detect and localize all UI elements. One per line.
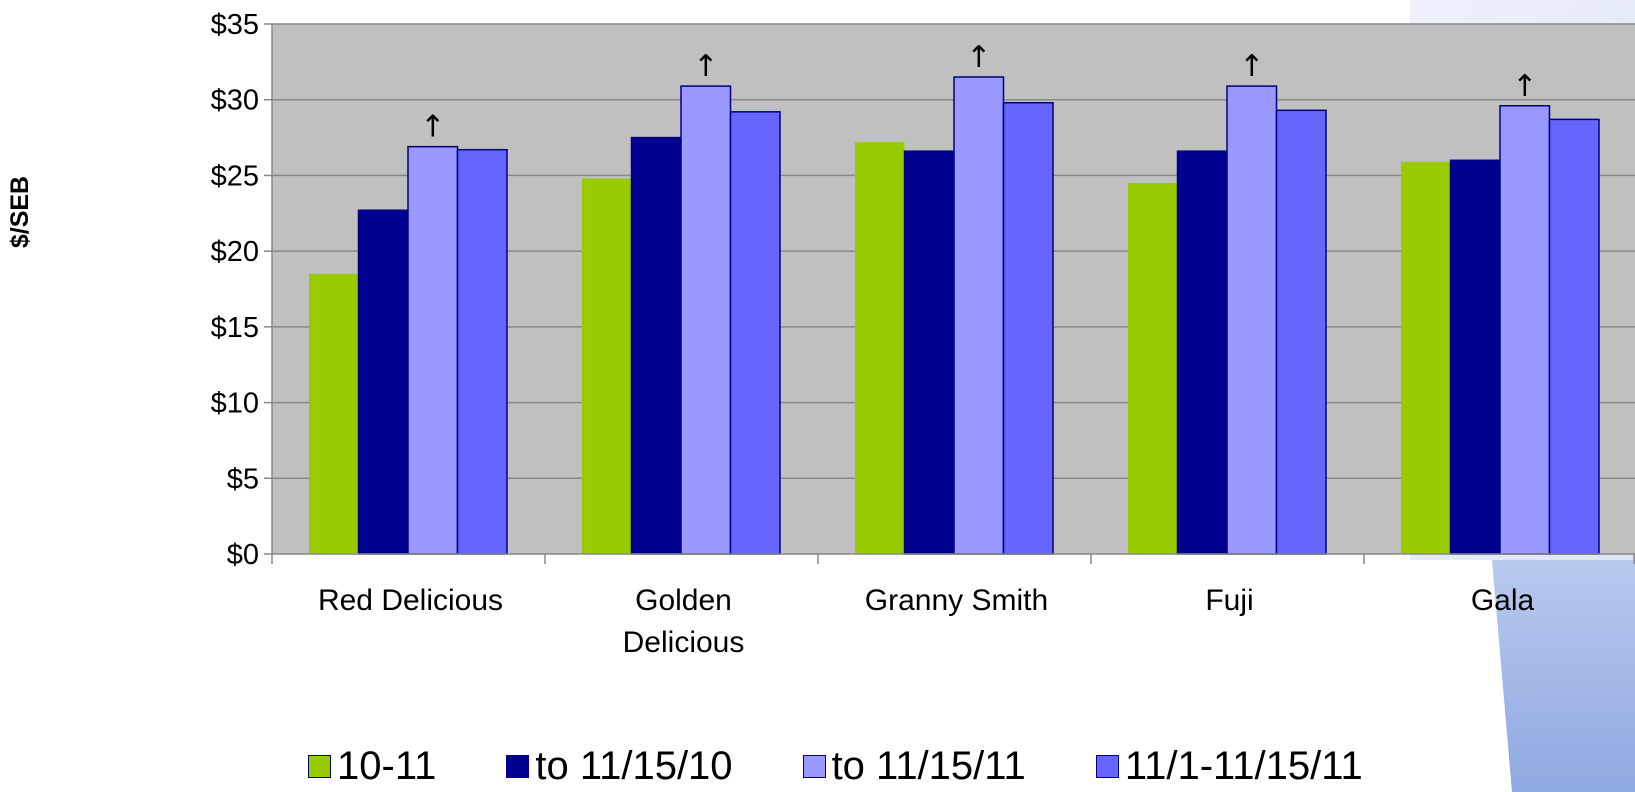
x-tick-label: Golden bbox=[635, 584, 732, 617]
x-tick-label: Gala bbox=[1471, 584, 1535, 617]
x-tick-label: Delicious bbox=[623, 626, 745, 659]
axes bbox=[271, 24, 1635, 555]
y-tick-label: $15 bbox=[211, 312, 259, 344]
legend-swatch bbox=[506, 754, 530, 778]
legend-item: to 11/15/11 bbox=[802, 744, 1026, 788]
legend-swatch bbox=[308, 754, 331, 778]
legend-item: 10-11 bbox=[308, 746, 436, 786]
bar-11-1-11-15-11 bbox=[1548, 118, 1600, 555]
bar-10-11 bbox=[1401, 161, 1451, 555]
bar-11-1-11-15-11 bbox=[456, 148, 508, 555]
y-tick-label: $5 bbox=[227, 463, 259, 495]
y-tick-label: $35 bbox=[211, 9, 259, 41]
bar-to-11-15-10 bbox=[1176, 150, 1228, 555]
legend: 10-11 to 11/15/10 to 11/15/11 11/1-11/15/11 bbox=[308, 742, 1363, 790]
bar-to-11-15-11 bbox=[1226, 85, 1278, 555]
bar-to-11-15-11 bbox=[680, 85, 732, 555]
up-arrow-icon: ↑ bbox=[693, 49, 718, 84]
annotations: ↑ ↑ ↑ ↑ ↑ bbox=[420, 40, 1537, 145]
up-arrow-icon: ↑ bbox=[966, 40, 991, 75]
bar-10-11 bbox=[1128, 183, 1178, 554]
bar-11-1-11-15-11 bbox=[729, 111, 781, 555]
legend-label: 11/1-11/15/11 bbox=[1124, 744, 1363, 788]
x-axis-ticks: Red Delicious Golden Delicious Granny Smith… bbox=[271, 554, 1635, 659]
up-arrow-icon: ↑ bbox=[1512, 69, 1537, 104]
bar-10-11 bbox=[309, 273, 359, 554]
bar-10-11 bbox=[582, 178, 632, 554]
up-arrow-icon: ↑ bbox=[1239, 49, 1264, 84]
bar-to-11-15-10 bbox=[903, 150, 955, 555]
decor-shape-bottom bbox=[1492, 560, 1635, 792]
y-tick-label: $30 bbox=[211, 85, 259, 117]
bar-to-11-15-10 bbox=[357, 209, 409, 555]
legend-label: to 11/15/11 bbox=[831, 744, 1026, 788]
bar-to-11-15-11 bbox=[953, 76, 1005, 555]
up-arrow-icon: ↑ bbox=[420, 110, 445, 145]
bar-11-1-11-15-11 bbox=[1275, 109, 1327, 555]
bar-to-11-15-10 bbox=[1449, 159, 1501, 555]
legend-item: to 11/15/10 bbox=[506, 744, 733, 788]
legend-item: 11/1-11/15/11 bbox=[1095, 744, 1363, 788]
legend-label: 10-11 bbox=[337, 744, 437, 788]
y-tick-label: $0 bbox=[227, 539, 259, 571]
y-tick-label: $25 bbox=[211, 160, 259, 192]
legend-swatch bbox=[802, 754, 826, 778]
legend-swatch bbox=[1095, 754, 1119, 778]
y-tick-label: $20 bbox=[211, 236, 259, 268]
bars bbox=[309, 76, 1600, 555]
bar-to-11-15-11 bbox=[407, 145, 459, 555]
bar-to-11-15-10 bbox=[630, 136, 682, 555]
x-tick-label: Fuji bbox=[1205, 584, 1253, 617]
x-tick-label: Granny Smith bbox=[865, 584, 1048, 617]
bar-to-11-15-11 bbox=[1499, 105, 1551, 555]
x-tick-label: Red Delicious bbox=[318, 584, 503, 617]
y-axis-label: $/SEB bbox=[6, 175, 34, 249]
y-axis-ticks: $0 $5 $10 $15 $20 $25 $30 $35 bbox=[211, 9, 272, 571]
bar-11-1-11-15-11 bbox=[1002, 101, 1054, 555]
legend-label: to 11/15/10 bbox=[535, 744, 733, 788]
y-tick-label: $10 bbox=[211, 388, 259, 420]
bar-10-11 bbox=[855, 142, 905, 554]
